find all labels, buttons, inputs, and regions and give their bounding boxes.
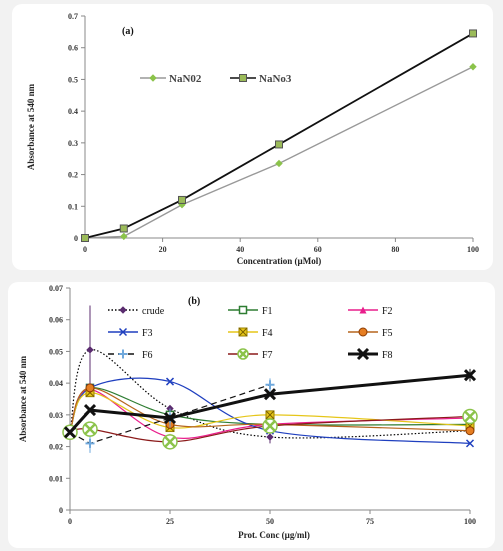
x-tick-label: 80 (391, 245, 399, 254)
chart-b: 0 0.01 0.02 0.03 0.04 0.05 0.06 0.07 0 25 50 75 100 P… (18, 284, 478, 540)
legend-label-F4: F4 (262, 328, 273, 339)
legend-marker-F4 (238, 327, 248, 337)
legend-label-F8: F8 (382, 350, 393, 361)
legend-marker-F6 (118, 349, 128, 359)
data-point-NaNo3 (275, 140, 283, 149)
legend-label-F3: F3 (142, 328, 153, 339)
x-axis-label: Concentration (µMol) (237, 256, 321, 266)
legend-label-F6: F6 (142, 350, 153, 361)
y-tick-label: 0.05 (49, 347, 63, 356)
legend-marker-NaN02 (149, 74, 157, 82)
data-point-NaN02 (120, 232, 128, 241)
y-tick-label: 0.3 (68, 139, 78, 148)
data-point-F8 (163, 411, 177, 425)
x-tick-label: 0 (83, 245, 87, 254)
legend-label-F5: F5 (382, 328, 393, 339)
panel-label: (a) (122, 26, 134, 37)
y-tick-label: 0.07 (49, 284, 63, 293)
data-point-F7 (162, 434, 178, 450)
legend-marker-F5 (358, 327, 368, 337)
data-point-NaNo3 (469, 29, 477, 38)
data-point-F7 (262, 418, 278, 434)
x-tick-label: 100 (464, 517, 476, 526)
data-point-NaN02 (275, 159, 283, 168)
data-point-crude (86, 346, 94, 354)
x-tick-label: 20 (159, 245, 167, 254)
data-point-F8 (463, 369, 477, 382)
x-tick-label: 100 (467, 245, 479, 254)
legend-label-F2: F2 (382, 306, 393, 317)
legend-label-NaN02: NaN02 (169, 73, 202, 85)
data-point-NaN02 (469, 63, 477, 71)
x-tick-label: 25 (166, 517, 174, 526)
x-tick-label: 40 (236, 245, 244, 254)
chart-a: 0 0.1 0.2 0.3 0.4 0.5 0.6 0.7 0 20 40 60 80 100 Concen… (26, 12, 479, 266)
y-tick-label: 0.1 (68, 202, 78, 211)
y-tick-label: 0.04 (49, 379, 63, 388)
data-point-F8 (83, 404, 97, 417)
legend-label-F7: F7 (262, 350, 273, 361)
panel-label: (b) (188, 296, 200, 307)
data-point-crude (266, 433, 274, 441)
y-tick-label: 0.2 (68, 171, 78, 180)
panel-b: 0 0.01 0.02 0.03 0.04 0.05 0.06 0.07 0 25 50 75 100 P… (8, 282, 495, 548)
series-line-F6 (69, 384, 271, 445)
legend-marker-F7 (237, 348, 249, 360)
legend-marker-F8 (356, 347, 370, 361)
legend-marker-F2 (359, 306, 367, 314)
x-tick-label: 75 (366, 517, 374, 526)
y-axis-label: Absorbance at 540 nm (18, 355, 28, 442)
series-line-NaN02 (84, 66, 474, 239)
data-point-F7 (82, 421, 98, 437)
legend-label-NaNo3: NaNo3 (259, 73, 292, 85)
y-axis-label: Absorbance at 540 nm (26, 83, 36, 170)
data-point-F8 (63, 426, 77, 439)
data-point-F7 (462, 408, 478, 425)
data-point-F4 (265, 410, 275, 420)
data-point-F5 (85, 383, 95, 393)
data-point-NaNo3 (81, 234, 89, 242)
data-point-F3 (165, 377, 175, 386)
legend-marker-F1 (238, 305, 248, 315)
panel-a: 0 0.1 0.2 0.3 0.4 0.5 0.6 0.7 0 20 40 60 80 100 Concen… (12, 4, 493, 270)
legend-label-crude: crude (142, 306, 165, 317)
y-tick-label: 0.02 (49, 443, 63, 452)
y-tick-label: 0.4 (68, 107, 78, 116)
data-point-F8 (263, 388, 277, 401)
x-tick-label: 50 (266, 517, 274, 526)
x-tick-label: 0 (68, 517, 72, 526)
data-point-F6 (85, 438, 95, 448)
data-point-NaNo3 (178, 195, 186, 204)
y-tick-label: 0.7 (68, 12, 78, 21)
x-tick-label: 60 (314, 245, 322, 254)
data-point-F5 (465, 426, 475, 436)
legend-label-F1: F1 (262, 306, 273, 317)
legend-marker-crude (119, 306, 127, 314)
y-tick-label: 0.06 (49, 316, 63, 325)
y-tick-label: 0.5 (68, 75, 78, 84)
data-point-NaNo3 (119, 224, 128, 233)
y-tick-label: 0 (74, 234, 78, 243)
data-point-F6 (265, 380, 275, 390)
series-line-NaNo3 (84, 32, 474, 239)
data-point-F3 (465, 439, 475, 448)
y-tick-label: 0 (59, 506, 63, 515)
y-tick-label: 0.6 (68, 44, 78, 53)
y-tick-label: 0.01 (49, 474, 63, 483)
x-axis-label: Prot. Conc (µg/ml) (238, 530, 310, 540)
legend-marker-F3 (118, 327, 128, 337)
legend-marker-NaNo3 (239, 74, 247, 82)
y-tick-label: 0.03 (49, 411, 63, 420)
